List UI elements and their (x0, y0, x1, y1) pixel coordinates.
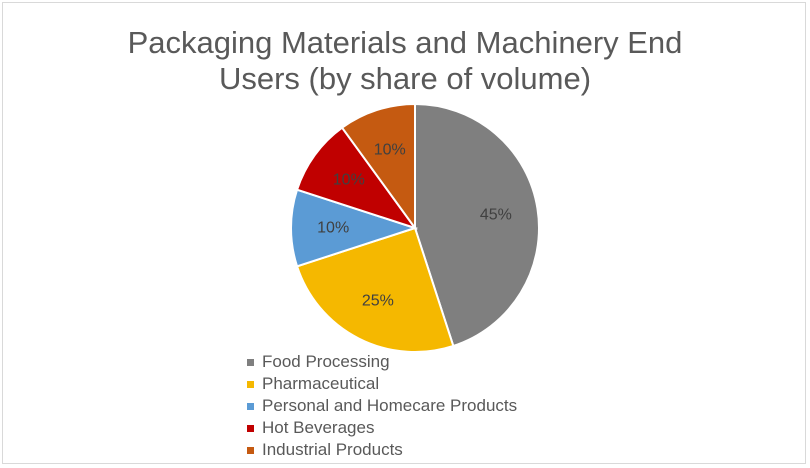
legend-label: Hot Beverages (262, 418, 375, 437)
pie-slice-food-processing (414, 102, 540, 348)
pie-slice-personal-and-homecare-products (290, 188, 419, 268)
legend-item-industrial-products: Industrial Products (247, 439, 517, 461)
chart-legend: Food Processing Pharmaceutical Personal an… (247, 351, 517, 461)
chart-frame: Packaging Materials and Machinery End Us… (2, 2, 806, 464)
data-label-pharmaceutical: 25% (362, 292, 394, 309)
pie-chart: 45% 25% 10% 10% 10% (290, 102, 540, 353)
data-label-food-processing: 45% (480, 207, 512, 224)
legend-item-hot-beverages: Hot Beverages (247, 417, 517, 439)
chart-title-line-2: Users (by share of volume) (218, 61, 592, 96)
pie-slice-pharmaceutical (295, 226, 455, 353)
legend-label: Food Processing (262, 352, 390, 371)
legend-label: Personal and Homecare Products (262, 396, 518, 415)
legend-swatch (247, 402, 254, 410)
pie-slice-industrial-products (340, 102, 416, 232)
legend-label: Industrial Products (262, 440, 403, 459)
data-label-industrial-products: 10% (374, 142, 406, 159)
legend-swatch (247, 380, 254, 388)
legend-swatch (247, 446, 254, 454)
chart-title: Packaging Materials and Machinery End Us… (3, 25, 807, 97)
data-label-hot-beverages: 10% (333, 171, 365, 188)
legend-item-personal-and-homecare-products: Personal and Homecare Products (247, 395, 517, 417)
legend-item-food-processing: Food Processing (247, 351, 517, 373)
legend-item-pharmaceutical: Pharmaceutical (247, 373, 517, 395)
legend-label: Pharmaceutical (262, 374, 380, 393)
legend-swatch (247, 358, 254, 366)
legend-swatch (247, 424, 254, 432)
data-label-personal-and-homecare-products: 10% (317, 220, 349, 237)
chart-title-line-1: Packaging Materials and Machinery End (127, 25, 683, 60)
pie-slice-hot-beverages (295, 126, 418, 230)
